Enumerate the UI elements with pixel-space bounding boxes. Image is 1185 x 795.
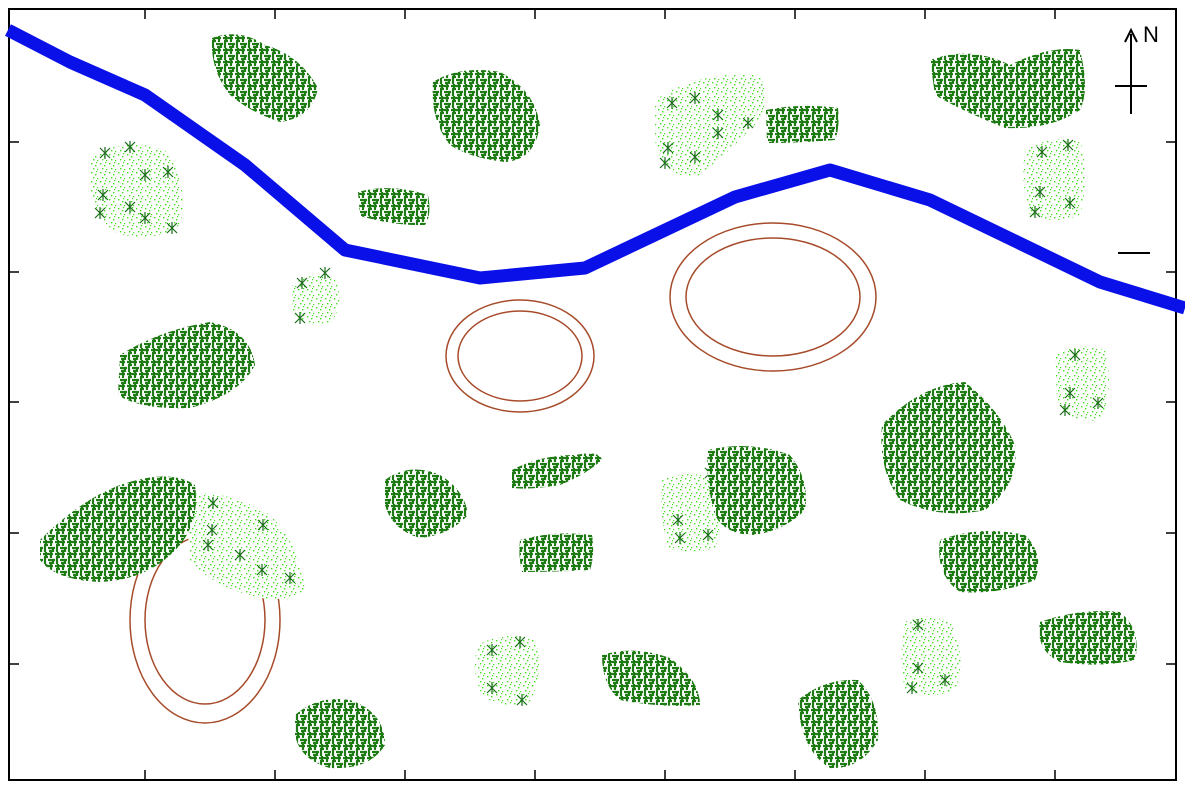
sparse-patch (292, 275, 340, 325)
dense-patch (512, 453, 602, 489)
sparse-patch (901, 617, 961, 695)
dense-patch (211, 34, 318, 122)
dense-patch (40, 476, 196, 582)
dense-patch (118, 322, 255, 409)
frame-ticks (9, 9, 1176, 780)
dense-patch (385, 469, 468, 538)
north-arrow-icon: N (1115, 22, 1159, 114)
dense-patch (295, 699, 385, 769)
sparse-patch (89, 144, 183, 238)
dense-patch (930, 49, 1085, 129)
sparse-patch (1055, 346, 1109, 421)
north-label: N (1143, 22, 1159, 47)
sparse-patch (474, 636, 539, 705)
dense-patch (766, 105, 839, 143)
dense-patch (881, 382, 1016, 514)
dense-patch (358, 188, 430, 226)
sparse-patch (185, 493, 305, 599)
dense-vegetation (40, 34, 1137, 769)
sparse-patch (655, 74, 765, 178)
river-line (5, 24, 1185, 315)
dense-patch (798, 679, 879, 769)
dense-patch (1039, 611, 1137, 665)
dense-patch (939, 531, 1039, 593)
dense-patch (602, 650, 700, 706)
dense-patch (432, 69, 540, 162)
sparse-patch (1023, 138, 1085, 220)
dense-patch (519, 533, 594, 572)
dense-patch (707, 446, 806, 535)
